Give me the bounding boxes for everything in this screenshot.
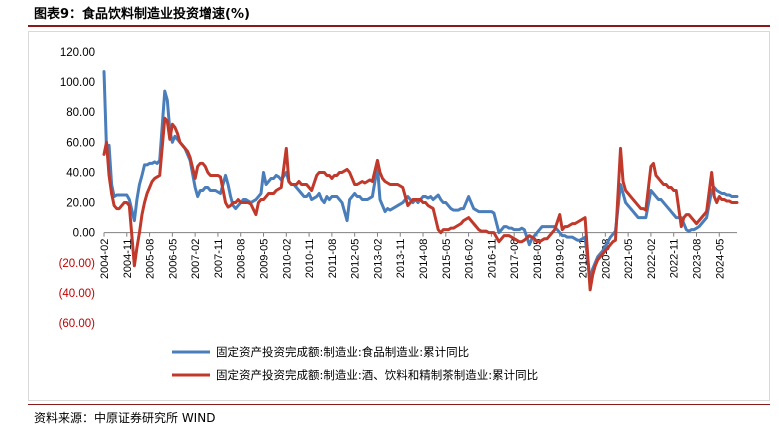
y-tick-label: (40.00)	[59, 288, 96, 300]
y-tick-label: 100.00	[60, 77, 95, 89]
chart-frame	[28, 31, 770, 401]
x-axis: 2004-02 2004-11 2005-08 2006-05 2007-02 2007-…	[99, 232, 737, 279]
x-tick-label: 2016-11	[486, 239, 498, 279]
y-tick-label: (20.00)	[59, 258, 96, 270]
title-rule	[28, 25, 770, 27]
x-tick-label: 2018-05	[532, 239, 544, 279]
x-tick-label: 2013-02	[372, 239, 384, 279]
x-tick-label: 2012-05	[350, 239, 362, 279]
x-tick-label: 2005-08	[145, 239, 157, 279]
x-tick-label: 2021-05	[623, 239, 635, 279]
x-tick-label: 2004-02	[99, 239, 111, 279]
x-tick-label: 2016-02	[464, 239, 476, 279]
x-tick-label: 2013-11	[395, 239, 407, 279]
legend: 固定资产投资完成额:制造业:食品制造业:累计同比固定资产投资完成额:制造业:酒、…	[172, 345, 538, 382]
x-tick-label: 2007-02	[190, 239, 202, 279]
y-axis: 120.00 100.00 80.00 60.00 40.00 20.00 0.00 (20.…	[59, 47, 96, 330]
x-tick-label: 2015-05	[441, 239, 453, 279]
x-tick-label: 2014-08	[418, 239, 430, 279]
series-lines	[102, 70, 739, 292]
x-tick-label: 2017-08	[509, 239, 521, 279]
source-rule	[28, 404, 770, 405]
x-tick-label: 2023-08	[691, 239, 703, 279]
x-tick-label: 2010-02	[281, 239, 293, 279]
y-tick-label: (60.00)	[59, 318, 96, 330]
x-tick-label: 2009-05	[259, 239, 271, 279]
y-tick-label: 40.00	[66, 167, 95, 179]
x-tick-label: 2022-02	[646, 239, 658, 279]
series-line-2	[102, 116, 739, 292]
x-tick-label: 2006-05	[167, 239, 179, 279]
source-note: 资料来源：中原证券研究所 WIND	[34, 411, 216, 425]
figure-title: 图表9：食品饮料制造业投资增速(%)	[34, 7, 250, 22]
y-tick-label: 0.00	[73, 228, 95, 240]
x-tick-label: 2007-11	[213, 239, 225, 279]
legend-label-1: 固定资产投资完成额:制造业:食品制造业:累计同比	[216, 345, 469, 359]
legend-label-2: 固定资产投资完成额:制造业:酒、饮料和精制茶制造业:累计同比	[216, 368, 538, 382]
x-tick-label: 2011-08	[327, 239, 339, 279]
x-tick-label: 2024-05	[714, 239, 726, 279]
x-tick-label: 2022-11	[669, 239, 681, 279]
x-tick-label: 2008-08	[236, 239, 248, 279]
x-tick-label: 2004-11	[122, 239, 134, 279]
y-tick-label: 80.00	[66, 107, 95, 119]
x-tick-label: 2019-02	[555, 239, 567, 279]
y-tick-label: 20.00	[66, 198, 95, 210]
y-tick-label: 60.00	[66, 137, 95, 149]
y-tick-label: 120.00	[60, 47, 95, 59]
x-tick-label: 2010-11	[304, 239, 316, 279]
